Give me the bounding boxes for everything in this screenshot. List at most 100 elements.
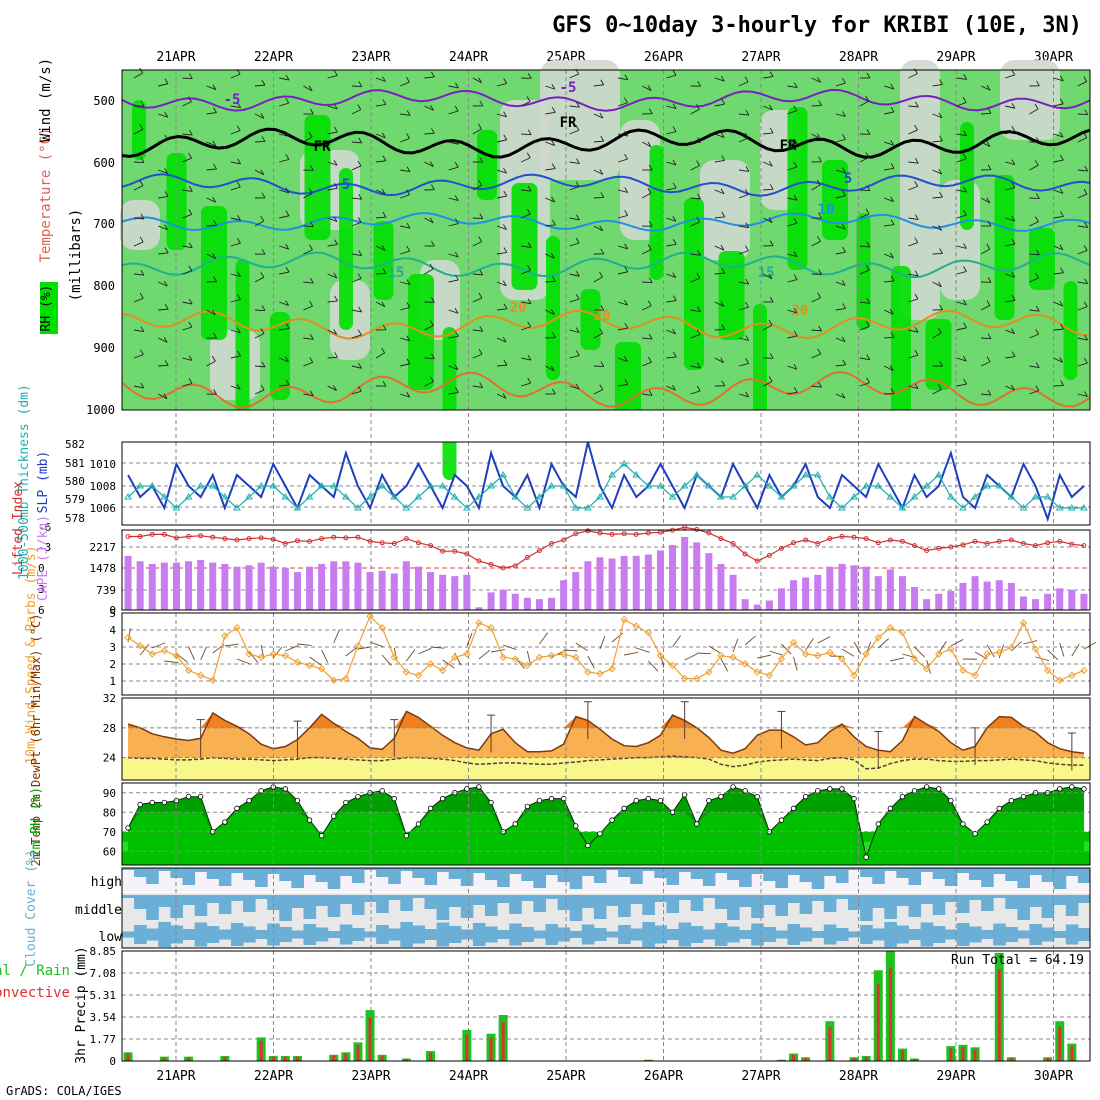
wind-barb-flag: [140, 349, 144, 355]
rh-humid-streak: [132, 100, 146, 160]
wind-barb: [158, 225, 168, 231]
wind-barb-flag: [793, 161, 798, 168]
contour-label: FR: [780, 138, 797, 154]
cloud-high-cell: [230, 868, 244, 873]
wind-barb: [351, 85, 362, 87]
rh-marker: [609, 817, 615, 823]
cloud-mid-cell: [194, 895, 208, 916]
wind-barb-flag: [841, 336, 846, 342]
precip-convective-bar: [888, 967, 892, 1061]
wind-barb-flag: [769, 127, 774, 134]
wind-barb: [400, 137, 410, 143]
wind-barb: [327, 356, 338, 359]
wind-barb-flag: [406, 189, 411, 195]
wind-barb: [908, 273, 919, 277]
wind-barb: [1053, 385, 1064, 387]
wind-barb-flag: [260, 328, 265, 334]
cloud-low-cell: [146, 928, 159, 941]
wind-barb-flag: [697, 80, 701, 87]
wind-barb-flag: [624, 153, 628, 160]
cloud-high-cell: [690, 868, 704, 879]
cloud-low-cell: [932, 926, 946, 943]
wind-barb: [133, 185, 144, 191]
wind-barb-flag: [745, 278, 750, 285]
cloud-mid-cell: [872, 895, 885, 908]
wind-barb-flag: [333, 70, 338, 76]
wind-barb: [1053, 133, 1064, 138]
thickness-marker: [208, 482, 217, 489]
wind-barb-flag: [696, 216, 701, 223]
cloud-low-cell: [230, 923, 244, 946]
wind-barb-flag: [744, 132, 749, 139]
wind-barb: [158, 308, 169, 311]
wind-barb-flag: [358, 193, 363, 200]
wind-barb-flag: [575, 181, 580, 187]
wind-speed-marker: [281, 651, 290, 660]
contour-label: -5: [224, 92, 241, 108]
wind-barb-flag: [890, 106, 895, 113]
wind-barb-flag: [963, 266, 967, 272]
rh-marker: [996, 805, 1002, 812]
cloud-high-cell: [1041, 868, 1055, 882]
wind-barb: [279, 158, 289, 163]
wind-barb: [569, 329, 580, 334]
wind-barb: [279, 357, 289, 363]
cape-bar: [293, 572, 301, 610]
temp-tick-label: 32: [103, 692, 116, 705]
wind-barb: [521, 213, 531, 219]
cape-bar: [499, 589, 507, 610]
lifted-index-marker: [222, 536, 228, 542]
cloud-low-cell: [436, 922, 450, 947]
wind-barb: [545, 197, 555, 203]
wind-barb-surface: [744, 635, 757, 646]
cape-bar: [548, 597, 556, 610]
wind-barb: [738, 113, 749, 116]
credit-label: GrADS: COLA/IGES: [6, 1084, 122, 1098]
wind-barb-flag: [866, 377, 870, 383]
precip-convective-bar: [997, 969, 1001, 1061]
wind-barb: [375, 103, 386, 107]
wind-barb-flag: [478, 180, 483, 186]
rh-humid-streak: [442, 327, 457, 480]
wind-barb-flag: [986, 141, 991, 147]
thickness-marker: [571, 504, 580, 511]
wind-barb: [1077, 393, 1088, 397]
cloud-high-cell: [1029, 868, 1043, 875]
wind-barb-flag: [309, 357, 314, 363]
precip-convective-bar: [852, 1057, 856, 1061]
wind-barb: [666, 161, 677, 166]
wind-speed-marker: [426, 660, 435, 668]
thickness-tick-label: 580: [65, 475, 85, 488]
wind-barb: [448, 392, 459, 395]
cloud-low-cell: [472, 923, 486, 946]
wind-barb-flag: [1060, 154, 1064, 161]
wind-barb-flag: [1011, 295, 1016, 301]
wind-barb-surface: [708, 645, 721, 654]
date-label-top: 28APR: [839, 50, 878, 65]
wind-barb-flag: [600, 248, 605, 255]
cloud-high-cell: [775, 868, 788, 888]
wind-barb: [714, 245, 725, 251]
wind-barb-flag: [624, 97, 628, 103]
wind-barb: [641, 249, 652, 255]
wind-barb-flag: [1034, 160, 1039, 166]
wind-barb-flag: [527, 208, 531, 215]
cloud-mid-cell: [835, 895, 849, 899]
cloud-mid-cell: [206, 895, 220, 903]
cloud-mid-cell: [606, 895, 619, 906]
wind-barb-flag: [236, 125, 241, 131]
cloud-low-cell: [1017, 930, 1030, 939]
cloud-low-cell: [158, 922, 171, 947]
wind-speed-marker: [233, 624, 241, 632]
wind-barb-flag: [745, 166, 750, 172]
wind-barb: [521, 189, 532, 192]
wind-barb: [279, 102, 289, 107]
wind-barb: [666, 105, 677, 110]
wind-barb-flag: [479, 382, 484, 388]
wind-barb-flag: [697, 137, 701, 143]
wind-barb-surface: [321, 649, 329, 663]
wind-barb: [472, 273, 483, 276]
wind-barb-flag: [648, 277, 653, 283]
wind-barb-flag: [889, 308, 894, 315]
cloud-high-cell: [497, 868, 510, 887]
